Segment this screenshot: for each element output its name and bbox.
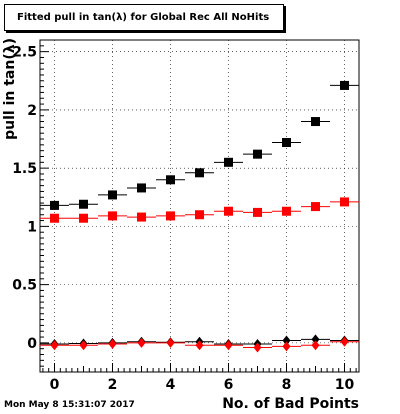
y-tick-label: 1 [27, 219, 37, 235]
data-point [50, 213, 59, 223]
data-point [311, 202, 320, 212]
data-point [79, 199, 88, 209]
y-tick-label: 0 [27, 336, 37, 352]
data-point [195, 168, 204, 178]
data-point [166, 175, 175, 185]
data-point [79, 213, 88, 223]
data-point [166, 337, 175, 348]
data-point [282, 335, 291, 346]
x-tick-label: 0 [50, 377, 60, 393]
data-point [166, 211, 175, 221]
data-point [253, 342, 262, 353]
x-tick-label: 8 [282, 377, 292, 393]
x-tick-label: 6 [224, 377, 234, 393]
data-point [253, 149, 262, 159]
data-point [50, 340, 59, 351]
data-point [108, 339, 117, 350]
data-point [282, 206, 291, 216]
series-4 [40, 336, 359, 353]
data-point [224, 340, 233, 351]
y-tick-label: 1.5 [12, 161, 37, 177]
data-point [282, 138, 291, 148]
data-point [340, 336, 349, 347]
x-axis-label: No. of Bad Points [222, 396, 359, 412]
series-1 [40, 80, 359, 210]
x-tick-label: 10 [335, 377, 355, 393]
data-point [224, 206, 233, 216]
y-tick-label: 0.5 [12, 278, 37, 294]
data-point [311, 117, 320, 127]
data-point [311, 340, 320, 351]
y-tick-label: 2 [27, 103, 37, 119]
data-point [108, 190, 117, 200]
data-point [108, 211, 117, 221]
chart-title: Fitted pull in tan(λ) for Global Rec All… [4, 4, 284, 31]
plot-frame [39, 39, 360, 373]
data-point [195, 340, 204, 351]
data-point [79, 340, 88, 351]
data-point [137, 212, 146, 222]
data-point [224, 157, 233, 167]
data-point [340, 197, 349, 207]
data-point [195, 210, 204, 220]
timestamp: Mon May 8 15:31:07 2017 [4, 400, 135, 410]
data-point [311, 334, 320, 345]
series-2 [40, 197, 359, 223]
data-point [340, 80, 349, 90]
data-point [50, 200, 59, 210]
data-point [282, 341, 291, 352]
x-tick-label: 2 [108, 377, 118, 393]
data-point [253, 207, 262, 217]
x-tick-label: 4 [166, 377, 176, 393]
data-point [137, 183, 146, 193]
y-tick-label: 2.5 [12, 45, 37, 61]
y-axis-label: pull in tan(λ) [2, 38, 18, 140]
data-point [137, 337, 146, 348]
